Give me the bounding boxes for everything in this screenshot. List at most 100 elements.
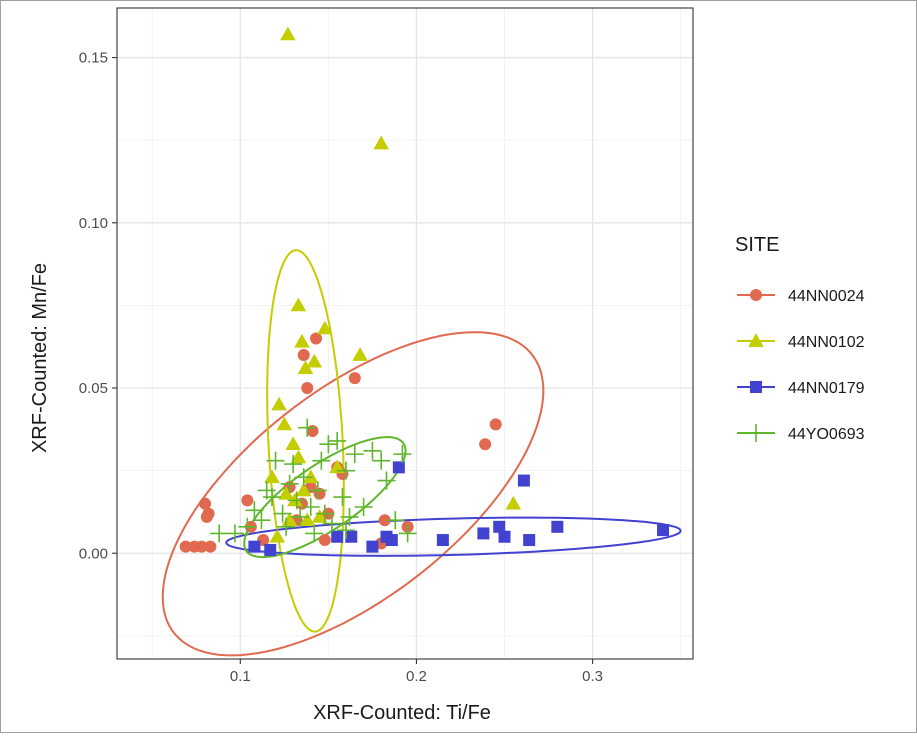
plot-panel [116, 7, 694, 660]
point-44NN0102 [294, 333, 310, 348]
x-tick-label: 0.2 [406, 668, 427, 685]
point-44YO0693 [363, 441, 382, 460]
point-44YO0693 [319, 435, 338, 454]
panel-background [117, 8, 693, 659]
major-gridlines [117, 8, 693, 659]
point-44NN0102 [295, 482, 312, 497]
point-44NN0024 [199, 497, 212, 510]
point-44NN0024 [306, 424, 319, 437]
point-44YO0693 [308, 481, 327, 500]
point-44YO0693 [301, 497, 320, 516]
point-44YO0693 [294, 468, 313, 487]
point-44YO0693 [377, 471, 396, 490]
x-tick-label: 0.3 [582, 668, 603, 685]
point-44YO0693 [305, 524, 324, 543]
point-44NN0102 [373, 135, 390, 150]
point-44NN0024 [204, 540, 217, 553]
point-44NN0024 [301, 382, 314, 395]
point-44YO0693 [291, 507, 310, 526]
legend-key-marker [747, 424, 765, 442]
point-44NN0179 [477, 527, 490, 540]
y-tick-label: 0.00 [79, 545, 108, 562]
point-44YO0693 [386, 511, 405, 530]
y-tick-label: 0.10 [79, 215, 108, 232]
confidence-ellipses [161, 249, 682, 657]
point-44NN0179 [385, 534, 398, 547]
point-44NN0102 [264, 469, 280, 484]
point-44NN0179 [345, 530, 358, 543]
point-44YO0693 [238, 517, 257, 536]
point-44YO0693 [322, 514, 341, 533]
point-44YO0693 [336, 461, 355, 480]
point-44YO0693 [273, 504, 292, 523]
point-44YO0693 [315, 504, 334, 523]
point-44NN0179 [498, 530, 511, 543]
point-44NN0024 [489, 418, 502, 431]
point-44YO0693 [287, 491, 306, 510]
point-44NN0102 [317, 320, 333, 335]
point-44NN0179 [392, 461, 405, 474]
point-44NN0024 [310, 332, 323, 345]
point-44YO0693 [333, 488, 352, 507]
point-44NN0024 [313, 487, 326, 500]
point-44NN0102 [505, 495, 522, 510]
panel-border [116, 7, 694, 660]
point-44NN0179 [493, 520, 506, 533]
point-44NN0102 [269, 528, 286, 543]
point-44NN0102 [352, 347, 368, 361]
minor-gridlines [117, 8, 693, 659]
point-44YO0693 [284, 455, 303, 474]
point-44YO0693 [266, 451, 285, 470]
point-44YO0693 [345, 445, 364, 464]
y-tick-label: 0.05 [79, 380, 108, 397]
y-axis: 0.00 0.05 0.10 0.15 [79, 50, 117, 562]
point-44NN0179 [248, 540, 261, 553]
point-44YO0693 [252, 511, 271, 530]
point-44NN0024 [479, 438, 492, 451]
point-44YO0693 [277, 517, 296, 536]
point-44NN0102 [302, 469, 319, 484]
point-44YO0693 [328, 431, 347, 450]
x-tick-label: 0.1 [230, 668, 251, 685]
point-44NN0102 [278, 485, 294, 500]
legend: SITE 44NN0024 44NN0102 44NN0179 44YO0693 [735, 234, 865, 443]
point-44NN0179 [517, 474, 530, 487]
point-44NN0102 [290, 449, 307, 464]
point-44YO0693 [298, 418, 317, 437]
point-44YO0693 [372, 451, 391, 470]
legend-item-44NN0179: 44NN0179 [737, 380, 865, 397]
point-44YO0693 [263, 488, 282, 507]
point-44NN0179 [551, 520, 564, 533]
point-44NN0024 [297, 348, 310, 361]
point-44NN0102 [329, 459, 345, 474]
x-axis: 0.1 0.2 0.3 [230, 659, 603, 685]
point-44NN0102 [290, 297, 307, 312]
ellipse-44YO0693 [243, 436, 407, 559]
point-44YO0693 [336, 521, 355, 540]
point-44NN0179 [264, 543, 277, 556]
legend-label: 44NN0102 [788, 334, 865, 351]
point-44NN0179 [523, 534, 536, 547]
data-points [179, 26, 670, 556]
point-44NN0024 [241, 494, 254, 507]
ellipse-44NN0179 [225, 516, 682, 557]
point-44YO0693 [393, 445, 412, 464]
point-44NN0179 [436, 534, 449, 547]
point-44YO0693 [398, 524, 417, 543]
legend-key-marker [750, 289, 762, 301]
point-44YO0693 [280, 474, 299, 493]
ellipse-44NN0102 [266, 249, 345, 633]
legend-key-marker [748, 333, 764, 347]
y-tick-label: 0.15 [79, 50, 108, 67]
point-44NN0102 [287, 492, 303, 507]
point-44NN0024 [348, 372, 361, 385]
legend-label: 44NN0024 [788, 288, 865, 305]
point-44NN0179 [331, 530, 344, 543]
legend-item-44YO0693: 44YO0693 [737, 424, 865, 443]
point-44NN0102 [280, 26, 296, 41]
legend-item-44NN0102: 44NN0102 [737, 333, 865, 351]
point-44NN0102 [311, 509, 328, 523]
point-44NN0102 [306, 353, 323, 368]
